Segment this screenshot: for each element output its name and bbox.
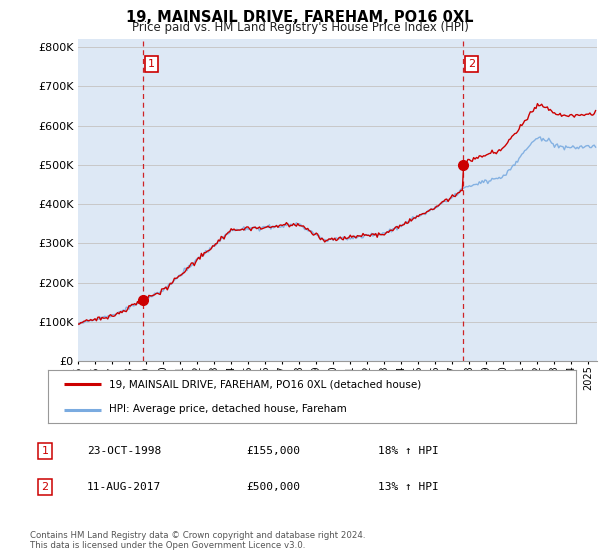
Text: 18% ↑ HPI: 18% ↑ HPI xyxy=(378,446,439,456)
Text: 13% ↑ HPI: 13% ↑ HPI xyxy=(378,482,439,492)
Text: Price paid vs. HM Land Registry's House Price Index (HPI): Price paid vs. HM Land Registry's House … xyxy=(131,21,469,34)
Text: £155,000: £155,000 xyxy=(246,446,300,456)
Text: 2: 2 xyxy=(468,59,475,69)
Text: 23-OCT-1998: 23-OCT-1998 xyxy=(87,446,161,456)
Text: 19, MAINSAIL DRIVE, FAREHAM, PO16 0XL: 19, MAINSAIL DRIVE, FAREHAM, PO16 0XL xyxy=(126,10,474,25)
Text: 1: 1 xyxy=(148,59,155,69)
Text: 2: 2 xyxy=(41,482,49,492)
Text: HPI: Average price, detached house, Fareham: HPI: Average price, detached house, Fare… xyxy=(109,404,346,414)
Text: 1: 1 xyxy=(41,446,49,456)
Text: 11-AUG-2017: 11-AUG-2017 xyxy=(87,482,161,492)
Text: Contains HM Land Registry data © Crown copyright and database right 2024.
This d: Contains HM Land Registry data © Crown c… xyxy=(30,531,365,550)
Text: 19, MAINSAIL DRIVE, FAREHAM, PO16 0XL (detached house): 19, MAINSAIL DRIVE, FAREHAM, PO16 0XL (d… xyxy=(109,380,421,390)
Text: £500,000: £500,000 xyxy=(246,482,300,492)
